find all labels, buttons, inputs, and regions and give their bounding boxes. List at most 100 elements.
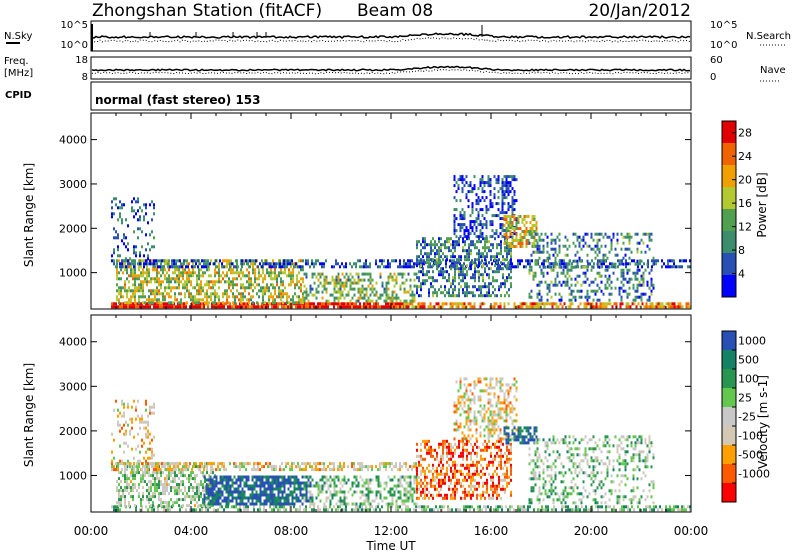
data-cell bbox=[315, 496, 318, 500]
data-cell bbox=[620, 247, 623, 251]
data-cell bbox=[128, 286, 130, 290]
data-cell bbox=[450, 285, 452, 289]
data-cell bbox=[415, 475, 418, 479]
data-cell bbox=[505, 178, 508, 182]
data-cell bbox=[182, 504, 184, 508]
data-cell bbox=[132, 486, 134, 490]
data-cell bbox=[373, 302, 375, 306]
data-cell bbox=[329, 302, 331, 306]
data-cell bbox=[222, 292, 224, 296]
data-cell bbox=[156, 268, 158, 272]
data-cell bbox=[333, 481, 336, 485]
data-cell bbox=[488, 276, 490, 280]
data-cell bbox=[253, 508, 255, 512]
data-cell bbox=[173, 468, 175, 472]
data-cell bbox=[113, 465, 115, 469]
data-cell bbox=[217, 468, 219, 472]
data-cell bbox=[289, 262, 291, 266]
data-cell bbox=[552, 247, 555, 251]
data-cell bbox=[473, 508, 475, 512]
data-cell bbox=[132, 471, 134, 475]
data-cell bbox=[593, 262, 595, 266]
data-cell bbox=[237, 465, 239, 469]
data-cell bbox=[166, 480, 168, 484]
data-cell bbox=[214, 283, 216, 287]
data-cell bbox=[192, 262, 194, 266]
data-cell bbox=[575, 505, 577, 509]
data-cell bbox=[395, 508, 397, 512]
data-cell bbox=[200, 289, 202, 293]
data-cell bbox=[144, 277, 146, 281]
data-cell bbox=[580, 295, 583, 299]
data-cell bbox=[217, 493, 220, 497]
data-cell bbox=[175, 468, 177, 472]
data-cell bbox=[299, 490, 302, 494]
data-cell bbox=[281, 502, 284, 506]
data-cell bbox=[357, 484, 360, 488]
data-cell bbox=[379, 493, 382, 497]
data-cell bbox=[257, 484, 260, 488]
data-cell bbox=[302, 298, 304, 302]
data-cell bbox=[535, 227, 538, 230]
data-cell bbox=[675, 305, 678, 309]
data-cell bbox=[463, 235, 466, 239]
data-cell bbox=[473, 187, 476, 191]
data-cell bbox=[452, 288, 454, 292]
data-cell bbox=[341, 508, 343, 512]
data-cell bbox=[259, 487, 262, 491]
data-cell bbox=[534, 274, 537, 278]
data-cell bbox=[229, 265, 231, 269]
data-cell bbox=[525, 242, 528, 245]
data-cell bbox=[262, 286, 264, 290]
data-cell bbox=[472, 285, 474, 289]
data-cell bbox=[540, 268, 543, 272]
data-cell bbox=[357, 275, 360, 279]
data-cell bbox=[223, 508, 225, 512]
data-cell bbox=[229, 462, 231, 466]
data-cell bbox=[142, 498, 144, 502]
data-cell bbox=[365, 293, 368, 297]
data-cell bbox=[343, 508, 345, 512]
data-cell bbox=[375, 505, 377, 509]
data-cell bbox=[333, 290, 336, 294]
data-cell bbox=[540, 271, 543, 275]
data-cell bbox=[501, 187, 504, 191]
data-cell bbox=[145, 212, 147, 216]
data-cell bbox=[513, 202, 516, 206]
data-cell bbox=[321, 262, 323, 266]
data-cell bbox=[118, 298, 120, 302]
data-cell bbox=[222, 277, 224, 281]
colorbar-tick-label: 4 bbox=[738, 268, 745, 281]
data-cell bbox=[416, 255, 418, 259]
data-cell bbox=[623, 508, 625, 512]
data-cell bbox=[633, 302, 636, 306]
data-cell bbox=[606, 277, 609, 281]
data-cell bbox=[495, 505, 497, 509]
data-cell bbox=[457, 223, 460, 227]
data-cell bbox=[442, 267, 444, 271]
data-cell bbox=[465, 196, 468, 200]
data-cell bbox=[142, 259, 144, 263]
data-cell bbox=[143, 265, 145, 269]
data-cell bbox=[277, 305, 279, 309]
data-cell bbox=[168, 286, 170, 290]
data-cell bbox=[178, 486, 180, 490]
data-cell bbox=[271, 502, 274, 506]
data-cell bbox=[298, 286, 300, 290]
data-cell bbox=[572, 232, 575, 236]
data-cell bbox=[321, 302, 323, 306]
data-cell bbox=[282, 295, 284, 299]
data-cell bbox=[576, 238, 579, 242]
data-cell bbox=[117, 468, 119, 472]
data-cell bbox=[357, 287, 360, 291]
data-cell bbox=[305, 487, 308, 491]
data-cell bbox=[309, 481, 312, 485]
data-cell bbox=[277, 262, 279, 266]
data-cell bbox=[118, 492, 120, 496]
data-cell bbox=[377, 296, 380, 300]
data-cell bbox=[196, 495, 198, 499]
data-cell bbox=[209, 487, 212, 491]
data-cell bbox=[482, 237, 484, 241]
data-cell bbox=[501, 508, 503, 512]
data-cell bbox=[259, 502, 262, 506]
